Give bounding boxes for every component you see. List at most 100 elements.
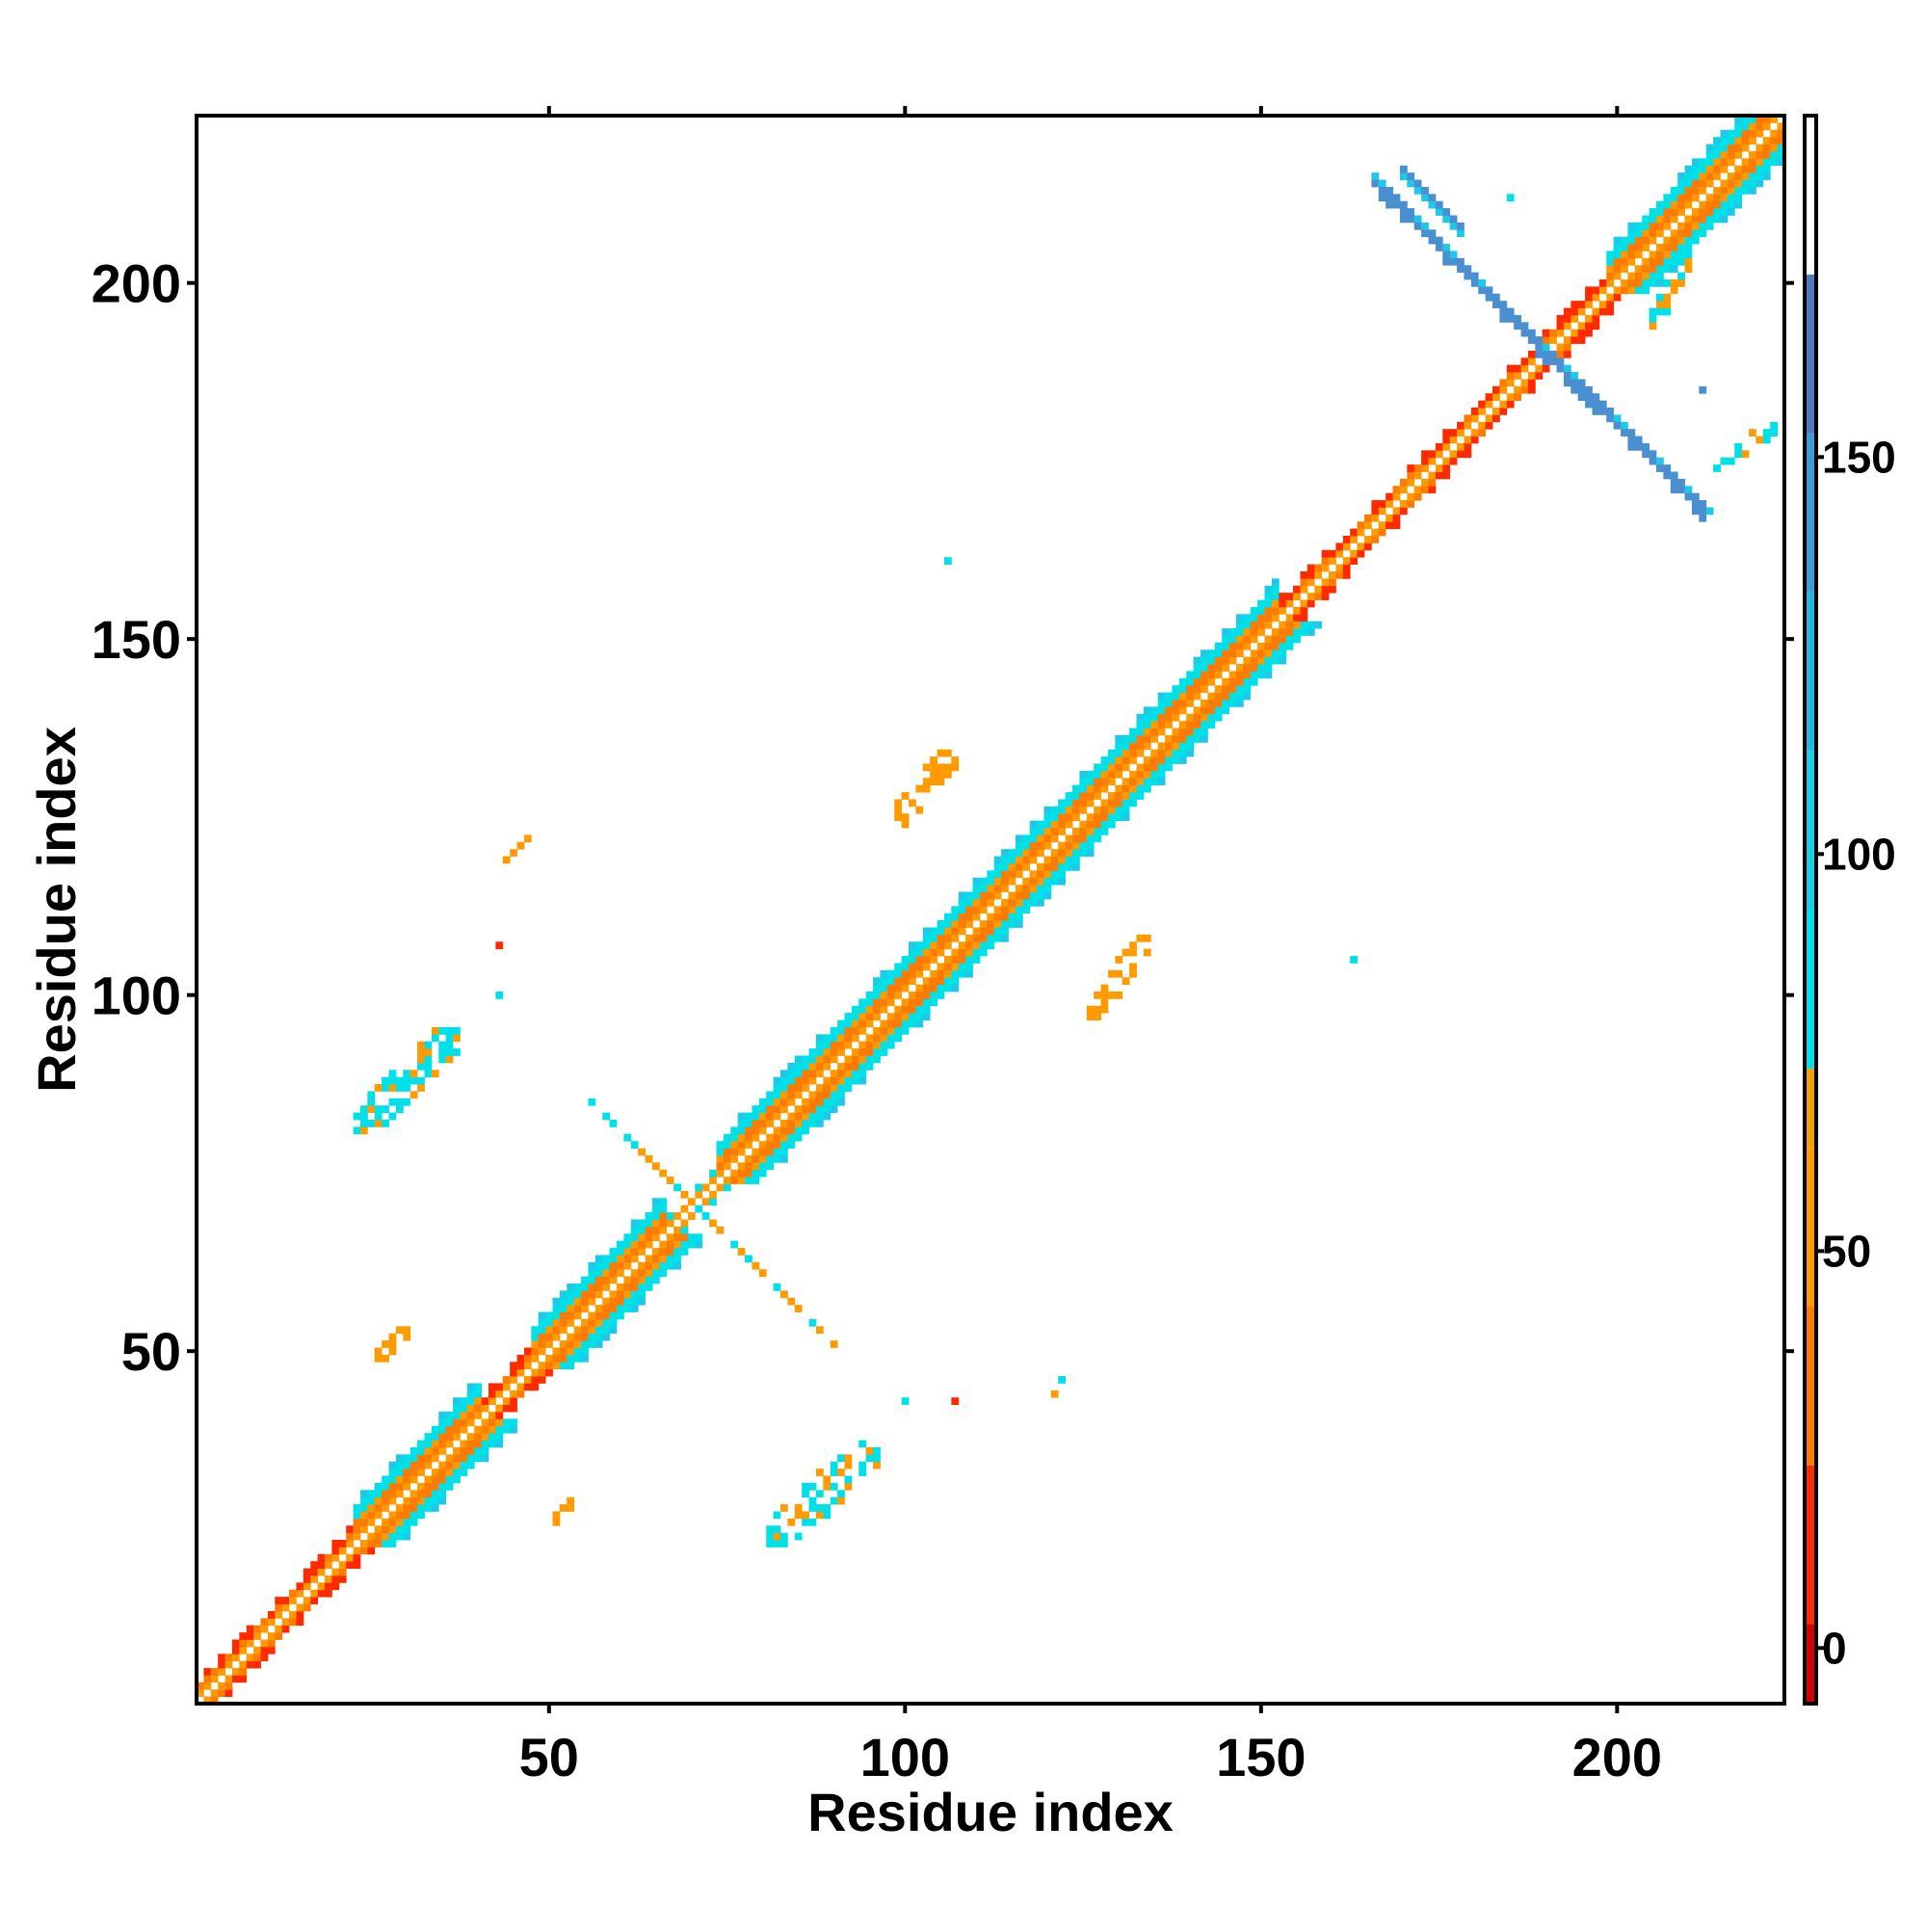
heatmap-cell (367, 1490, 376, 1498)
heatmap-cell (1050, 856, 1059, 864)
heatmap-cell (1478, 400, 1487, 409)
heatmap-cell (1699, 222, 1707, 230)
heatmap-cell (787, 1062, 796, 1071)
heatmap-cell (1094, 991, 1101, 999)
heatmap-cell (466, 1404, 475, 1413)
heatmap-cell (1670, 229, 1678, 238)
heatmap-cell (922, 956, 931, 964)
heatmap-cell (1720, 215, 1729, 224)
heatmap-cell (972, 913, 981, 921)
heatmap-cell (353, 1511, 361, 1520)
heatmap-cell (651, 1248, 660, 1256)
heatmap-cell (395, 1084, 404, 1092)
heatmap-cell (424, 1475, 433, 1484)
heatmap-cell (617, 1269, 624, 1277)
heatmap-cell (1421, 450, 1429, 459)
heatmap-cell (830, 1105, 838, 1114)
heatmap-cell (388, 1490, 397, 1498)
heatmap-cell (858, 1013, 867, 1020)
heatmap-cell (716, 1183, 725, 1192)
heatmap-cell (651, 1162, 660, 1171)
colorbar-segment (1805, 751, 1816, 910)
heatmap-cell (1428, 478, 1437, 487)
heatmap-cell (1050, 806, 1059, 814)
heatmap-cell (1606, 293, 1615, 302)
heatmap-cell (346, 1525, 354, 1534)
heatmap-cell (922, 784, 931, 793)
heatmap-cell (1442, 457, 1451, 465)
heatmap-cell (531, 1368, 540, 1377)
heatmap-cell (1329, 578, 1336, 587)
heatmap-cell (1749, 116, 1756, 123)
heatmap-cell (1741, 186, 1750, 195)
heatmap-cell (1762, 116, 1771, 123)
heatmap-cell (766, 1112, 775, 1121)
y-tick-label: 50 (121, 1321, 181, 1382)
heatmap-cell (1642, 244, 1650, 251)
heatmap-cell (1107, 778, 1116, 786)
heatmap-cell (474, 1412, 483, 1419)
heatmap-cell (1691, 500, 1700, 508)
heatmap-cell (915, 963, 924, 971)
heatmap-cell (1094, 792, 1101, 800)
heatmap-cell (573, 1340, 582, 1348)
heatmap-cell (1157, 742, 1166, 751)
heatmap-cell (367, 1091, 376, 1099)
heatmap-cell (1684, 265, 1693, 273)
heatmap-cell (972, 956, 981, 964)
heatmap-cell (858, 1440, 867, 1448)
heatmap-cell (701, 1183, 710, 1192)
heatmap-cell (481, 1418, 489, 1427)
colorbar-tick-label: 100 (1822, 829, 1896, 879)
heatmap-cell (958, 898, 966, 907)
heatmap-cell (808, 1062, 817, 1071)
heatmap-cell (1143, 778, 1151, 786)
heatmap-cell (837, 1490, 845, 1498)
heatmap-cell (1094, 763, 1101, 772)
heatmap-cell (687, 1240, 696, 1249)
heatmap-cell (1314, 585, 1323, 594)
heatmap-cell (1663, 244, 1672, 251)
heatmap-cell (438, 1482, 447, 1491)
heatmap-cell (1720, 208, 1729, 216)
heatmap-cell (943, 557, 952, 565)
heatmap-cell (965, 920, 973, 928)
heatmap-cell (915, 969, 924, 978)
heatmap-cell (1201, 706, 1208, 715)
heatmap-cell (1143, 763, 1151, 772)
heatmap-cell (1684, 486, 1693, 494)
heatmap-cell (1122, 778, 1130, 786)
heatmap-cell (374, 1482, 383, 1491)
heatmap-cell (1499, 407, 1508, 415)
heatmap-cell (1755, 436, 1764, 444)
heatmap-cell (1165, 749, 1173, 757)
heatmap-cell (880, 1005, 888, 1014)
heatmap-cell (1214, 692, 1223, 701)
heatmap-cell (559, 1326, 568, 1335)
heatmap-cell (1677, 208, 1685, 216)
heatmap-cell (987, 934, 995, 942)
heatmap-cell (367, 1496, 376, 1505)
heatmap-cell (409, 1070, 418, 1078)
heatmap-cell (858, 1055, 867, 1064)
heatmap-cell (1399, 507, 1408, 516)
heatmap-cell (275, 1610, 283, 1619)
heatmap-cell (737, 1133, 746, 1142)
heatmap-cell (367, 1098, 376, 1106)
heatmap-cell (1363, 536, 1372, 543)
heatmap-cell (1115, 799, 1123, 807)
heatmap-cell (680, 1240, 689, 1249)
heatmap-cell (510, 849, 517, 857)
heatmap-cell (1129, 778, 1137, 786)
heatmap-cell (873, 1005, 881, 1014)
heatmap-cell (766, 1154, 775, 1163)
heatmap-cell (1100, 784, 1109, 793)
heatmap-cell (1699, 208, 1707, 216)
heatmap-cell (1086, 820, 1095, 829)
heatmap-cell (1043, 813, 1052, 822)
heatmap-cell (858, 998, 867, 1007)
heatmap-cell (1008, 849, 1016, 857)
heatmap-cell (388, 1084, 397, 1092)
heatmap-cell (794, 1070, 803, 1078)
